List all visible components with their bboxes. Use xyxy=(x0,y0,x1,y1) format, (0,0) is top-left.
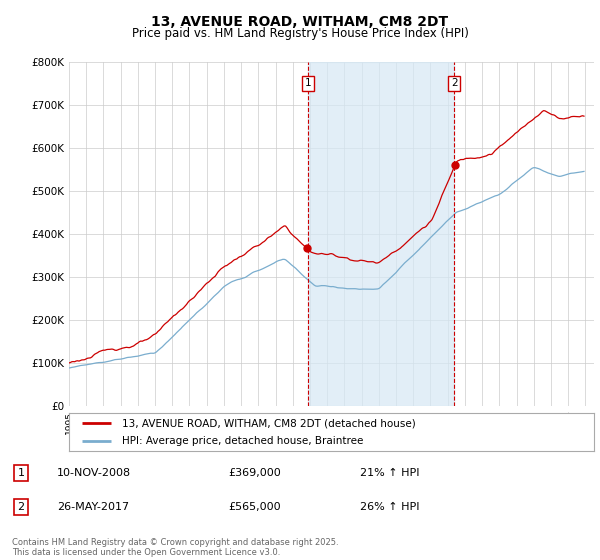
Text: 10-NOV-2008: 10-NOV-2008 xyxy=(57,468,131,478)
Text: 2: 2 xyxy=(451,78,458,88)
Text: 2: 2 xyxy=(17,502,25,512)
Text: 1: 1 xyxy=(17,468,25,478)
Text: Price paid vs. HM Land Registry's House Price Index (HPI): Price paid vs. HM Land Registry's House … xyxy=(131,27,469,40)
Text: 26-MAY-2017: 26-MAY-2017 xyxy=(57,502,129,512)
Text: £565,000: £565,000 xyxy=(228,502,281,512)
Text: 26% ↑ HPI: 26% ↑ HPI xyxy=(360,502,419,512)
Bar xyxy=(308,62,454,406)
Text: 13, AVENUE ROAD, WITHAM, CM8 2DT: 13, AVENUE ROAD, WITHAM, CM8 2DT xyxy=(151,15,449,29)
Text: £369,000: £369,000 xyxy=(228,468,281,478)
Text: Contains HM Land Registry data © Crown copyright and database right 2025.
This d: Contains HM Land Registry data © Crown c… xyxy=(12,538,338,557)
Text: 1: 1 xyxy=(304,78,311,88)
Text: 13, AVENUE ROAD, WITHAM, CM8 2DT (detached house): 13, AVENUE ROAD, WITHAM, CM8 2DT (detach… xyxy=(121,418,415,428)
Text: 21% ↑ HPI: 21% ↑ HPI xyxy=(360,468,419,478)
Text: HPI: Average price, detached house, Braintree: HPI: Average price, detached house, Brai… xyxy=(121,436,363,446)
